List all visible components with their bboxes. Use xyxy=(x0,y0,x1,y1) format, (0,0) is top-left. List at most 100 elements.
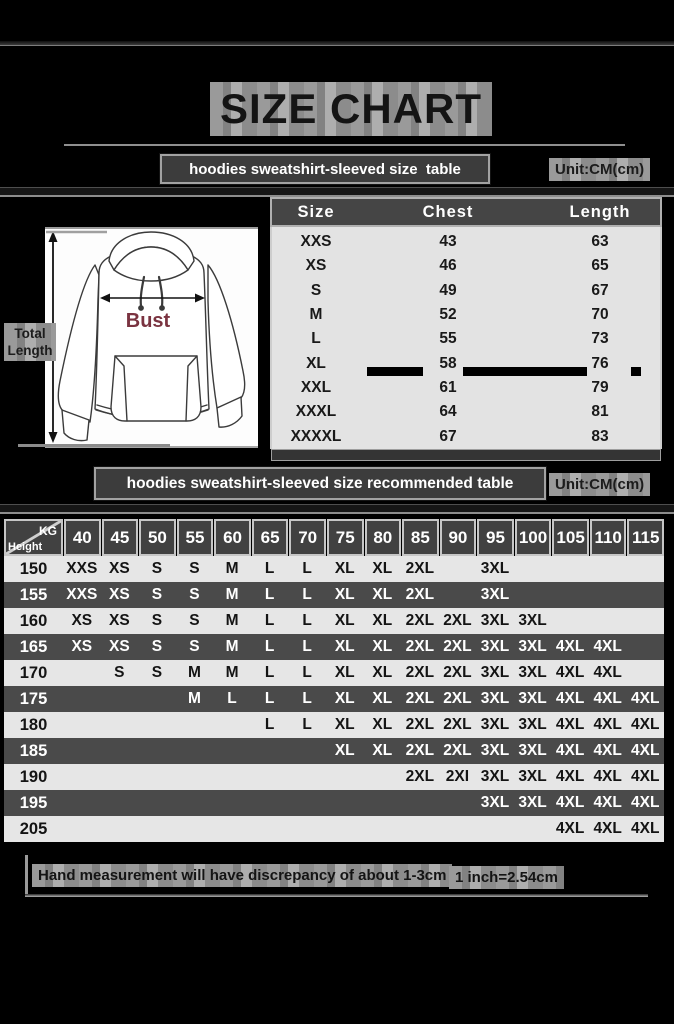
section1-unit-label: Unit:CM(cm) xyxy=(549,158,651,181)
recommended-size-cell: S xyxy=(151,586,163,603)
recommended-table-row: 150 XXS XS S S M L L XL XL 2XL 3XL xyxy=(4,556,664,582)
recommended-size-cell: L xyxy=(264,690,275,707)
size-table-cell: XXXL xyxy=(295,403,337,421)
weight-column-header: 50 xyxy=(139,519,176,556)
recommended-size-cell: 2XL xyxy=(405,586,435,603)
size-table-cell: XS xyxy=(305,257,327,275)
recommended-size-cell: 2XL xyxy=(443,664,472,681)
recommended-size-cell: 3XL xyxy=(480,586,510,603)
size-table-cell: M xyxy=(309,306,323,324)
recommended-size-cell: S xyxy=(189,638,200,655)
corner-cell: KG Height xyxy=(4,519,63,556)
size-table-cell: 67 xyxy=(439,427,457,445)
recommended-size-cell: L xyxy=(302,690,312,707)
recommended-size-cell: XL xyxy=(372,560,393,577)
title-divider-line xyxy=(64,144,625,146)
recommended-table-row: 205 4XL 4XL 4XL xyxy=(4,816,664,842)
weight-column-header: 55 xyxy=(176,519,214,556)
recommended-size-cell: XL xyxy=(372,742,393,759)
size-table-row: M 52 70 xyxy=(272,303,660,327)
recommended-size-cell: 2XL xyxy=(405,742,435,759)
height-row-label: 205 xyxy=(19,819,48,838)
recommended-size-cell: M xyxy=(188,690,201,707)
recommended-size-cell: L xyxy=(302,586,312,603)
size-table: Size Chest Length XXS 43 63 XS 46 65 S 49 67 M 52 70 L… xyxy=(270,197,662,461)
recommended-table-row: 175 M L L L XL XL 2XL 2XL 3XL 3XL 4XL 4XL 4XL xyxy=(4,686,664,712)
recommended-size-cell: 3XL xyxy=(480,638,510,655)
recommended-size-cell: S xyxy=(189,586,200,603)
recommended-size-cell: 4XL xyxy=(555,794,585,811)
recommended-size-cell: 2XL xyxy=(443,742,472,759)
recommended-size-cell: S xyxy=(114,664,125,681)
hoodie-drawstring-left xyxy=(139,275,146,308)
size-table-row: XS 46 65 xyxy=(272,254,660,278)
weight-column-header: 95 xyxy=(477,519,514,556)
glitch-artifact xyxy=(367,367,423,376)
hoodie-illustration: Bust xyxy=(46,230,246,443)
title-row: SIZE CHART xyxy=(0,82,674,136)
recommended-size-cell: L xyxy=(264,612,275,629)
recommended-size-cell: 3XL xyxy=(518,612,547,629)
size-table-column-header: Length xyxy=(569,202,631,221)
bottom-guide-line xyxy=(18,444,170,447)
recommended-table-row: 185 XL XL 2XL 2XL 3XL 3XL 4XL 4XL 4XL xyxy=(4,738,664,764)
section2-header-bar: hoodies sweatshirt-sleeved size recommen… xyxy=(94,467,546,500)
recommended-size-cell: 4XL xyxy=(631,742,660,759)
recommended-size-cell: XS xyxy=(109,638,130,655)
recommended-size-cell: 3XL xyxy=(480,742,510,759)
recommended-size-cell: 4XL xyxy=(555,638,585,655)
recommended-size-cell: 4XL xyxy=(593,690,622,707)
size-table-cell: XXS xyxy=(300,233,332,251)
hoodie-drawstring-right xyxy=(157,275,164,308)
size-table-cell: 46 xyxy=(439,257,457,275)
recommended-size-cell: 4XL xyxy=(593,638,622,655)
recommended-size-cell: 4XL xyxy=(593,742,622,759)
drawstring-tip-right xyxy=(159,305,165,311)
recommended-size-cell: 2XL xyxy=(405,638,435,655)
weight-column-header: 60 xyxy=(214,519,251,556)
weight-column-header: 115 xyxy=(627,519,664,556)
recommended-size-cell: 4XL xyxy=(555,716,585,733)
recommended-size-cell: L xyxy=(264,638,275,655)
glitch-artifact xyxy=(631,367,641,376)
size-table-header-row: Size Chest Length xyxy=(270,197,662,227)
weight-column-header: 70 xyxy=(289,519,326,556)
recommended-size-cell: S xyxy=(151,638,163,655)
total-length-label: Total Length xyxy=(4,323,56,361)
recommended-size-cell: XL xyxy=(334,612,355,629)
height-row-label: 155 xyxy=(19,585,48,604)
hoodie-left-cuff xyxy=(61,409,90,442)
size-table-row: XL 58 76 xyxy=(272,351,660,375)
recommended-size-cell: XL xyxy=(334,690,355,707)
recommended-table-row: 195 3XL 3XL 4XL 4XL 4XL xyxy=(4,790,664,816)
height-row-label: 185 xyxy=(19,741,48,760)
section1-header-label: hoodies sweatshirt-sleeved size table xyxy=(189,160,461,178)
recommended-size-cell: 3XL xyxy=(480,794,510,811)
recommended-size-cell: S xyxy=(189,560,200,577)
recommended-size-cell: XL xyxy=(334,638,355,655)
recommended-size-cell: XL xyxy=(372,690,393,707)
recommended-size-cell: 3XL xyxy=(518,794,547,811)
size-table-cell: XXL xyxy=(300,378,332,396)
height-row-label: 165 xyxy=(19,637,48,656)
weight-column-header: 85 xyxy=(402,519,439,556)
recommended-size-cell: M xyxy=(225,664,239,681)
section2-header-label: hoodies sweatshirt-sleeved size recommen… xyxy=(126,474,514,492)
recommended-size-cell: L xyxy=(227,690,237,707)
recommended-size-cell: 3XL xyxy=(480,612,510,629)
recommended-size-cell: XL xyxy=(372,664,393,681)
footer-note: Hand measurement will have discrepancy o… xyxy=(32,864,453,887)
recommended-size-cell: L xyxy=(302,612,312,629)
weight-column-header: 75 xyxy=(326,519,364,556)
size-table-cell: 67 xyxy=(591,281,609,299)
recommended-size-cell: M xyxy=(225,638,239,655)
recommended-size-cell: 2XL xyxy=(405,716,435,733)
size-table-cell: 58 xyxy=(439,354,457,372)
size-table-cell: 43 xyxy=(439,233,457,251)
hoodie-pocket-slant-right xyxy=(185,355,198,422)
recommended-size-cell: 4XL xyxy=(631,690,660,707)
size-table-cell: 76 xyxy=(591,354,609,372)
section2-unit-label: Unit:CM(cm) xyxy=(549,473,651,496)
weight-column-header: 100 xyxy=(514,519,552,556)
height-row-label: 160 xyxy=(19,611,48,630)
